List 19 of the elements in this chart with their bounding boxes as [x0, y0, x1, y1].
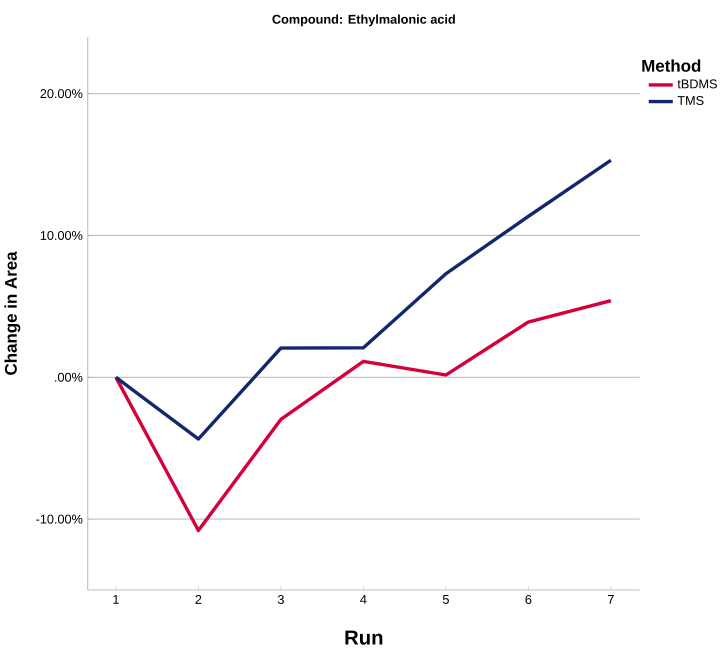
legend-label: tBDMS	[678, 79, 717, 88]
y-tick-label: 10.00%	[40, 230, 82, 240]
legend-label: TMS	[678, 96, 704, 106]
x-tick-label: 3	[278, 594, 284, 604]
line-series	[114, 298, 613, 532]
x-tick-label: 7	[608, 595, 614, 604]
line-series	[114, 158, 613, 441]
y-tick-label: -10.00%	[36, 514, 82, 524]
y-tick-label: .00%	[55, 372, 82, 382]
x-axis-title: Run	[345, 630, 382, 645]
x-tick-label: 4	[360, 595, 367, 604]
x-tick-label: 6	[526, 594, 532, 604]
x-tick-label: 1	[113, 595, 119, 604]
chart-title: Compound: Ethylmalonic acid	[272, 14, 455, 26]
x-tick-label: 2	[196, 594, 202, 604]
y-tick-label: 20.00%	[40, 89, 82, 98]
y-axis-title: Change in Area	[4, 251, 20, 375]
x-tick-label: 5	[442, 595, 449, 604]
legend-title: Method	[642, 59, 700, 72]
